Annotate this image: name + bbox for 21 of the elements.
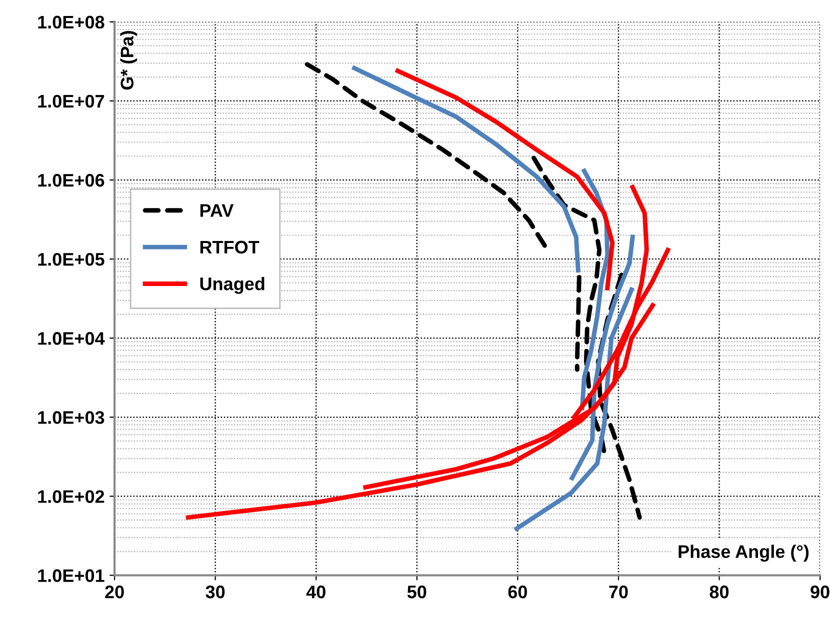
- legend-label: Unaged: [200, 277, 264, 294]
- x-tick-label: 30: [206, 586, 225, 598]
- y-tick-label: 1.0E+08: [38, 16, 104, 29]
- y-tick-label: 1.0E+05: [38, 252, 104, 266]
- x-tick-label: 90: [810, 586, 830, 598]
- y-tick-label: 1.0E+07: [38, 94, 104, 108]
- legend-label: RTFOT: [200, 240, 260, 254]
- x-tick-label: 70: [609, 586, 628, 598]
- y-tick-label: 1.0E+01: [38, 569, 104, 582]
- y-tick-label: 1.0E+02: [38, 490, 104, 503]
- x-axis-title: Phase Angle (°): [678, 544, 809, 562]
- y-tick-label: 1.0E+03: [38, 411, 104, 424]
- x-tick-label: 20: [105, 586, 124, 598]
- x-tick-label: 40: [306, 586, 326, 598]
- y-tick-label: 1.0E+06: [38, 174, 104, 187]
- x-tick-label: 80: [710, 586, 729, 598]
- y-tick-label: 1.0E+04: [38, 332, 105, 345]
- x-tick-label: 50: [407, 586, 426, 598]
- legend-label: PAV: [200, 204, 234, 217]
- y-axis-title: G* (Pa): [120, 31, 138, 90]
- x-tick-label: 60: [508, 586, 527, 598]
